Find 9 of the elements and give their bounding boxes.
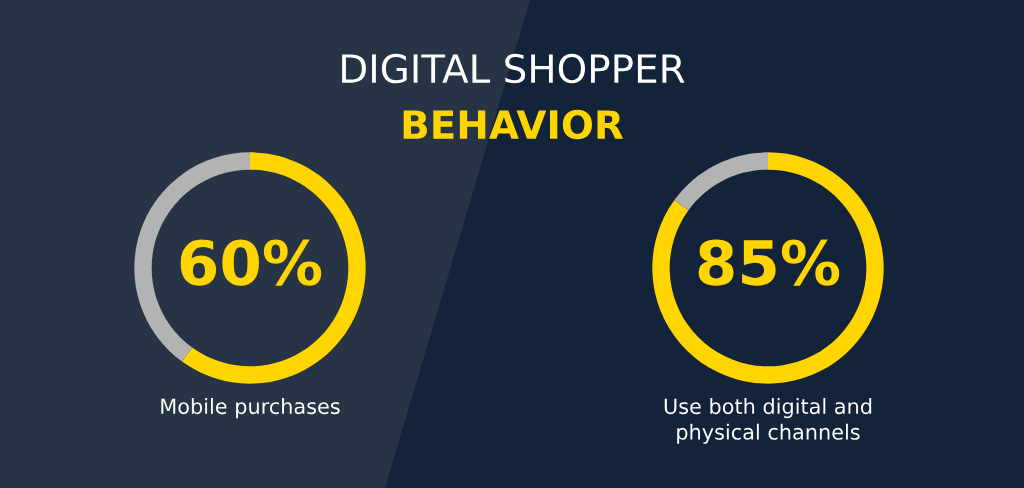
donut-slice bbox=[182, 152, 366, 384]
data-label: 60% bbox=[180, 239, 322, 286]
text: Use both digital and physical channels bbox=[664, 398, 872, 444]
data-label: 85% bbox=[698, 239, 840, 286]
donut-slice bbox=[674, 152, 768, 211]
text: Mobile purchases bbox=[161, 398, 340, 419]
donut-slice bbox=[652, 152, 884, 384]
text: DIGITAL SHOPPER bbox=[342, 53, 685, 84]
text: BEHAVIOR bbox=[403, 109, 624, 140]
